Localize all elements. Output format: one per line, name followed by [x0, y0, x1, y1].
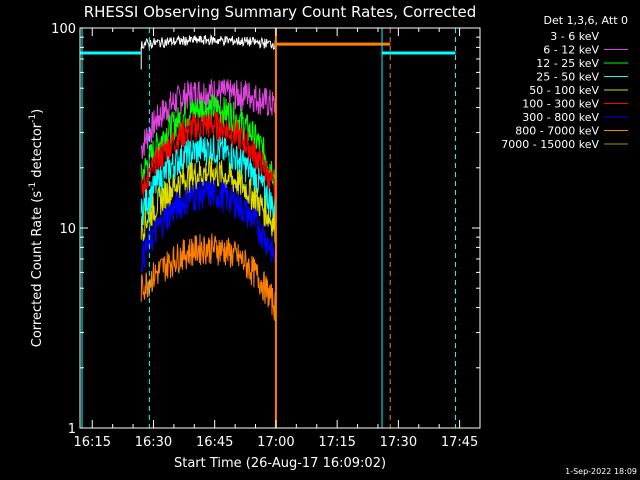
band-300-800-kev	[140, 179, 277, 273]
x-tick-label: 17:45	[441, 435, 478, 450]
band-800-7000-kev	[140, 233, 277, 321]
plot-frame	[79, 27, 481, 429]
legend-label: 300 - 800 keV	[522, 111, 599, 124]
x-tick-label: 17:15	[318, 435, 355, 450]
chart-title: RHESSI Observing Summary Count Rates, Co…	[84, 3, 477, 21]
legend-label: 50 - 100 keV	[529, 84, 599, 97]
series-3-6-kev	[140, 33, 277, 51]
band-25-50-kev	[140, 135, 277, 226]
legend-label: 12 - 25 keV	[536, 57, 599, 70]
timestamp: 1-Sep-2022 18:09	[565, 467, 637, 476]
legend-label: 100 - 300 keV	[522, 98, 599, 111]
x-tick-label: 17:00	[257, 435, 294, 450]
legend-label: 6 - 12 keV	[543, 44, 599, 57]
series-line	[140, 111, 277, 210]
series-line	[140, 179, 277, 273]
x-axis-label: Start Time (26-Aug-17 16:09:02)	[174, 456, 386, 471]
y-tick-label: 10	[59, 222, 76, 237]
x-tick-label: 16:45	[196, 435, 233, 450]
band-100-300-kev	[140, 111, 277, 210]
series-line	[140, 233, 277, 321]
legend-label: 3 - 6 keV	[550, 30, 599, 43]
legend-label: 7000 - 15000 keV	[501, 138, 599, 151]
series-line	[140, 135, 277, 226]
x-tick-label: 17:30	[380, 435, 417, 450]
legend-label: 800 - 7000 keV	[515, 125, 599, 138]
y-axis-label: Corrected Count Rate (s-1 detector-1)	[28, 109, 45, 347]
y-tick-label: 100	[51, 22, 76, 37]
legend-title: Det 1,3,6, Att 0	[544, 14, 628, 27]
series-line	[140, 79, 277, 160]
x-tick-label: 16:30	[135, 435, 172, 450]
legend-label: 25 - 50 keV	[536, 71, 599, 84]
x-tick-label: 16:15	[74, 435, 111, 450]
y-tick-label: 1	[68, 422, 76, 437]
band-6-12-kev	[140, 79, 277, 160]
